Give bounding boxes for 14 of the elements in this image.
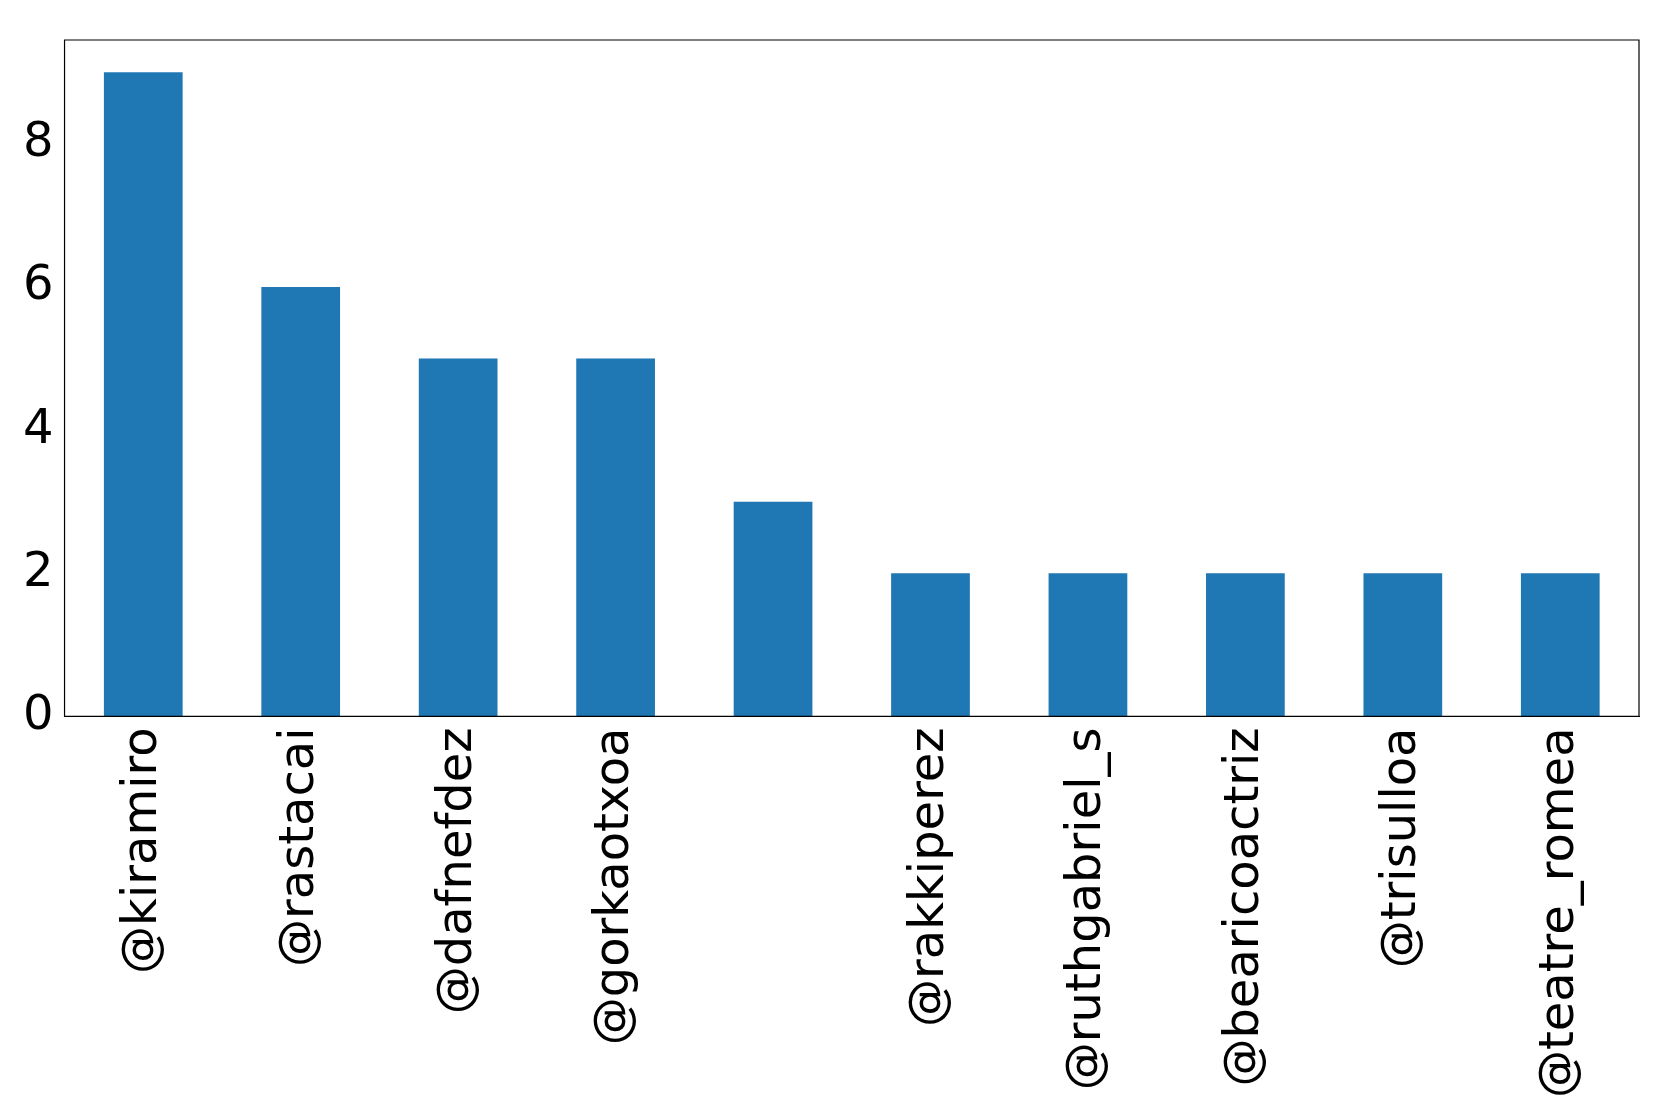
x-tick-label: @rakkiperez — [897, 727, 954, 1027]
y-tick-label: 2 — [22, 540, 54, 597]
x-tick-label: @dafnefdez — [425, 727, 482, 1015]
x-tick-label: @kiramiro — [110, 727, 167, 974]
x-tick-label: @gorkaotxoa — [583, 727, 640, 1046]
y-tick-label: 8 — [22, 111, 54, 168]
x-tick-label: @ruthgabriel_s — [1055, 727, 1112, 1091]
x-tick-label: @teatre_romea — [1527, 727, 1584, 1098]
x-tick-label: @bearicoactriz — [1212, 727, 1269, 1087]
y-tick-label: 4 — [22, 397, 54, 454]
y-tick-label: 0 — [22, 683, 54, 740]
y-tick-label: 6 — [22, 254, 54, 311]
x-tick-label: @trisulloa — [1370, 727, 1427, 969]
x-tick-label: @rastacai — [268, 727, 325, 967]
